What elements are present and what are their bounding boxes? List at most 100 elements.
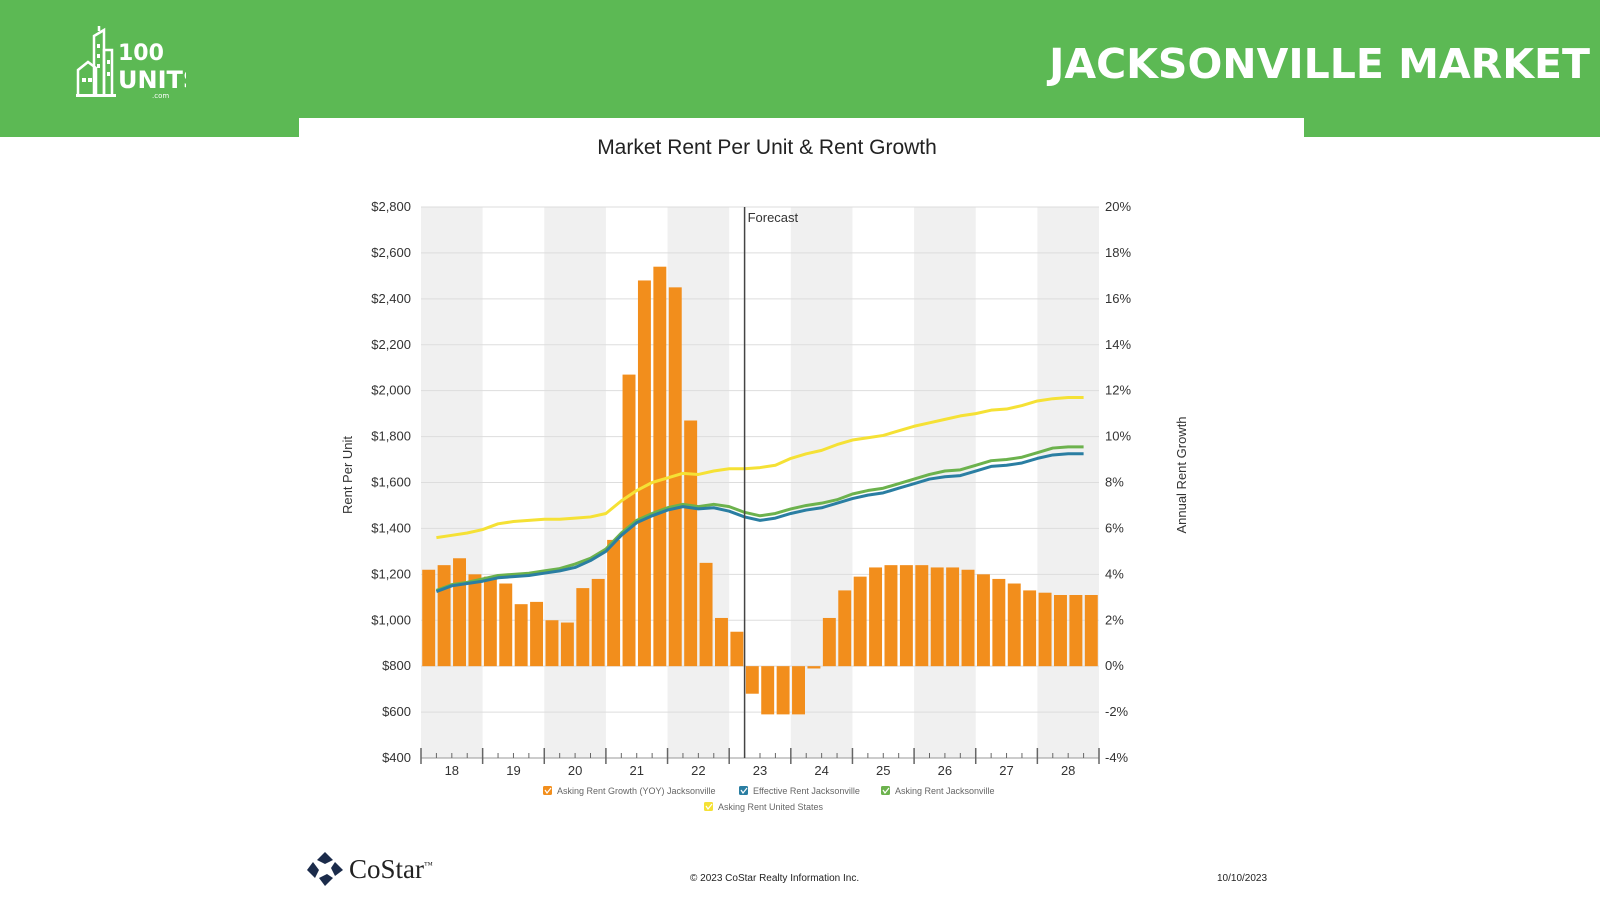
growth-bar	[514, 604, 528, 667]
chart-legend: Asking Rent Growth (YOY) Jacksonville Eff…	[543, 786, 995, 812]
chart-title: Market Rent Per Unit & Rent Growth	[597, 136, 937, 159]
growth-bar	[622, 374, 636, 667]
y-tick-label: $1,800	[371, 429, 411, 444]
growth-bar	[499, 583, 513, 667]
series-line	[435, 445, 1084, 592]
logo-text-bottom: UNITS	[118, 66, 186, 94]
growth-bar	[838, 590, 852, 667]
growth-bar	[1084, 594, 1098, 667]
x-tick-label: 23	[753, 763, 767, 778]
rent-chart: $2,800 20% $2,600 18% $2,400 16% $2,200 14% $2,0…	[340, 136, 1189, 812]
growth-bar	[792, 666, 805, 715]
y2-tick-label: -4%	[1105, 750, 1129, 765]
growth-bar	[560, 622, 574, 667]
legend-check-icon	[705, 803, 713, 811]
growth-bar	[699, 562, 713, 667]
growth-bar	[1007, 583, 1021, 667]
x-tick-label: 27	[999, 763, 1013, 778]
growth-bar	[437, 565, 451, 667]
growth-bars	[422, 266, 1098, 715]
growth-bar	[930, 567, 944, 667]
legend-check-icon	[544, 787, 552, 795]
legend-swatch	[543, 786, 552, 795]
forecast-annotation: Forecast	[748, 210, 799, 225]
axes: $2,800 20% $2,600 18% $2,400 16% $2,200 14% $2,0…	[371, 199, 1131, 778]
x-tick-label: 19	[506, 763, 520, 778]
y2-tick-label: 8%	[1105, 475, 1124, 490]
costar-logo-icon	[307, 852, 343, 886]
growth-bar	[1069, 594, 1083, 667]
x-tick-label: 25	[876, 763, 890, 778]
y2-axis-title: Annual Rent Growth	[1174, 416, 1189, 533]
series-line	[435, 452, 1084, 593]
y-tick-label: $2,400	[371, 291, 411, 306]
x-tick-label: 22	[691, 763, 705, 778]
header-banner	[0, 0, 1600, 137]
x-tick-label: 18	[445, 763, 459, 778]
legend-check-icon	[740, 787, 748, 795]
100-units-logo: 100 UNITS .com	[76, 26, 186, 100]
growth-bar	[869, 567, 883, 667]
growth-bar	[468, 574, 482, 667]
growth-bar	[637, 280, 651, 667]
growth-bar	[422, 569, 436, 667]
x-tick-label: 20	[568, 763, 582, 778]
growth-bar	[576, 588, 590, 667]
growth-bar	[715, 617, 728, 667]
growth-bar	[761, 666, 775, 715]
y-tick-label: $2,600	[371, 245, 411, 260]
costar-brand: CoStar™	[349, 854, 433, 884]
y-tick-label: $1,200	[371, 566, 411, 581]
growth-bar	[807, 666, 821, 669]
legend-label: Effective Rent Jacksonville	[753, 786, 860, 796]
growth-bar	[899, 565, 913, 667]
growth-bar	[915, 565, 929, 667]
growth-bar	[730, 631, 744, 667]
chart-card: $2,800 20% $2,600 18% $2,400 16% $2,200 14% $2,0…	[299, 118, 1304, 903]
y2-tick-label: 18%	[1105, 245, 1131, 260]
growth-bar	[884, 565, 898, 667]
y-tick-label: $2,800	[371, 199, 411, 214]
growth-bar	[530, 601, 544, 667]
x-tick-label: 24	[814, 763, 828, 778]
y2-tick-label: 20%	[1105, 199, 1131, 214]
page-title: JACKSONVILLE MARKET	[1049, 40, 1590, 88]
y-tick-label: $1,400	[371, 520, 411, 535]
growth-bar	[992, 578, 1006, 667]
growth-bar	[684, 420, 698, 667]
grid-lines	[421, 206, 1099, 759]
y-tick-label: $1,000	[371, 612, 411, 627]
series-line	[436, 396, 1084, 540]
copyright-text: © 2023 CoStar Realty Information Inc.	[690, 873, 860, 884]
growth-bar	[591, 578, 605, 667]
logo-text-top: 100	[118, 41, 164, 66]
legend-swatch	[881, 786, 890, 795]
legend-swatch	[704, 802, 713, 811]
y-tick-label: $800	[382, 658, 411, 673]
y2-tick-label: 12%	[1105, 383, 1131, 398]
y2-tick-label: 0%	[1105, 658, 1124, 673]
x-tick-label: 21	[629, 763, 643, 778]
y-tick-label: $1,600	[371, 475, 411, 490]
growth-bar	[653, 266, 667, 667]
y-axis-title: Rent Per Unit	[340, 436, 355, 514]
logo-suffix: .com	[152, 92, 169, 100]
growth-bar	[545, 620, 559, 667]
y2-tick-label: -2%	[1105, 704, 1129, 719]
report-date: 10/10/2023	[1217, 873, 1268, 884]
y2-tick-label: 6%	[1105, 520, 1124, 535]
growth-bar	[607, 539, 621, 667]
growth-bar	[853, 576, 867, 667]
growth-bar	[961, 569, 975, 667]
growth-bar	[976, 574, 990, 667]
growth-bar	[946, 567, 960, 667]
y-tick-label: $2,000	[371, 383, 411, 398]
growth-bar	[1054, 594, 1067, 667]
growth-bar	[1023, 590, 1037, 667]
x-tick-label: 28	[1061, 763, 1075, 778]
y-tick-label: $400	[382, 750, 411, 765]
y2-tick-label: 4%	[1105, 566, 1124, 581]
growth-bar	[483, 576, 497, 667]
legend-swatch	[739, 786, 748, 795]
x-tick-label: 26	[938, 763, 952, 778]
